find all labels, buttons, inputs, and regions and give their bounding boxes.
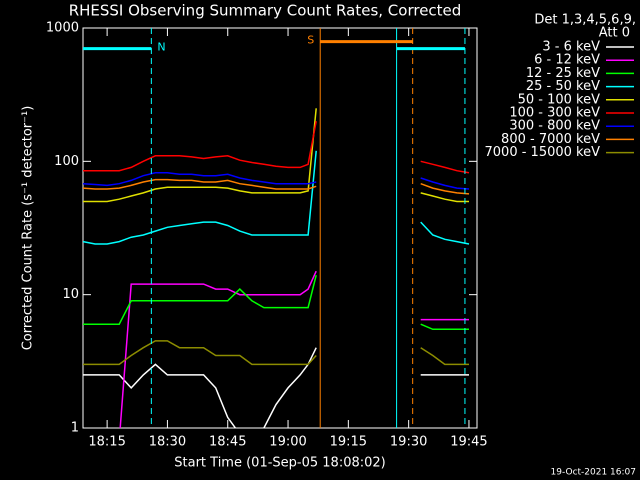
plot-area (83, 108, 470, 428)
legend-label: 300 - 800 keV (509, 119, 600, 134)
x-axis-label: Start Time (01-Sep-05 18:08:02) (174, 456, 385, 471)
legend-label: 800 - 7000 keV (501, 132, 600, 147)
series-line (83, 340, 469, 366)
legend-label: 25 - 50 keV (526, 79, 600, 94)
y-axis-label: Corrected Count Rate (s⁻¹ detector⁻¹) (21, 106, 36, 351)
y-tick-label: 10 (62, 287, 79, 302)
legend-label: 50 - 100 keV (518, 92, 601, 107)
x-tick-label: 18:45 (209, 435, 246, 450)
x-tick-label: 19:00 (269, 435, 306, 450)
legend-label: 3 - 6 keV (542, 40, 600, 55)
y-tick-label: 1000 (46, 21, 79, 36)
series-line (83, 178, 470, 195)
x-tick-label: 19:15 (330, 435, 367, 450)
series-line (83, 150, 470, 245)
footer: 19-Oct-2021 16:07 (551, 468, 636, 478)
x-tick-label: 19:30 (390, 435, 427, 450)
legend-label: 7000 - 15000 keV (485, 145, 601, 160)
flag-label: S (307, 34, 314, 47)
legend-label: 12 - 25 keV (526, 66, 600, 81)
series-line (119, 270, 469, 428)
series-line (83, 108, 469, 203)
series-line (83, 172, 470, 190)
series-line (83, 121, 470, 174)
legend-title: Det 1,3,4,5,6,9, (534, 13, 636, 28)
series-line (83, 275, 469, 331)
x-tick-label: 18:30 (149, 435, 186, 450)
chart-title: RHESSI Observing Summary Count Rates, Co… (69, 2, 462, 20)
y-tick-label: 100 (54, 154, 79, 169)
legend-label: 100 - 300 keV (509, 106, 600, 121)
flag-label: N (157, 41, 165, 54)
legend-title: Att 0 (599, 26, 630, 41)
plot-frame (82, 27, 478, 429)
y-tick-label: 1 (71, 421, 79, 436)
legend-label: 6 - 12 keV (534, 53, 600, 68)
x-tick-label: 18:15 (88, 435, 125, 450)
x-tick-label: 19:45 (450, 435, 487, 450)
